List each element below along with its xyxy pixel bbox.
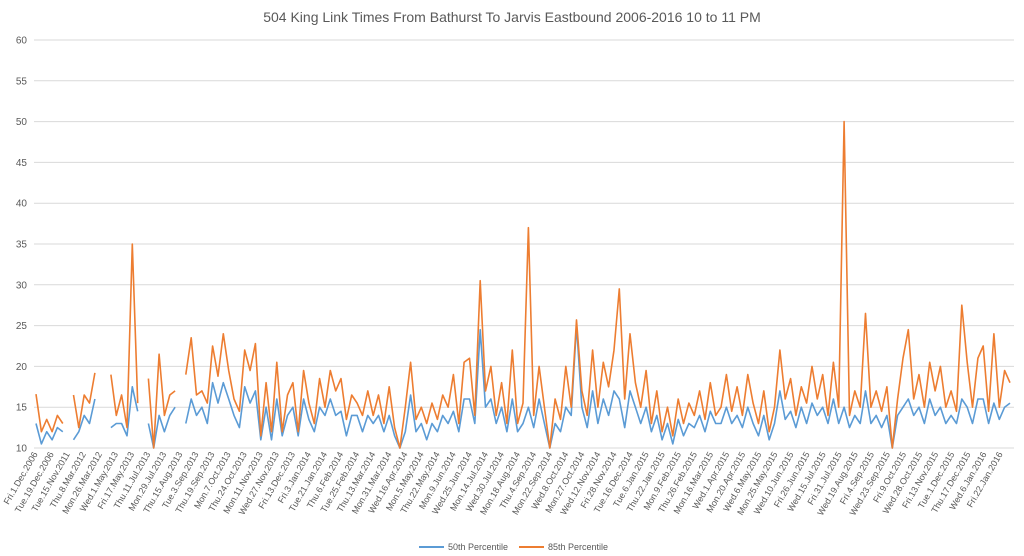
x-axis-tick-labels: Fri.1.Dec.2006Tue.19.Dec.2006Tue.15.Nov.… bbox=[2, 450, 1005, 517]
y-tick-label: 50 bbox=[16, 117, 28, 128]
y-tick-label: 20 bbox=[16, 362, 28, 373]
y-tick-label: 15 bbox=[16, 403, 28, 414]
legend-label-85th: 85th Percentile bbox=[548, 542, 608, 552]
series-50th-percentile bbox=[35, 324, 1011, 449]
y-tick-label: 45 bbox=[16, 158, 28, 169]
series-line bbox=[35, 120, 1011, 449]
legend-item-85th: 85th Percentile bbox=[519, 542, 608, 552]
y-axis-tick-labels: 10 15 20 25 30 35 40 45 50 55 60 bbox=[16, 36, 28, 455]
series-line bbox=[35, 324, 1011, 449]
y-tick-label: 55 bbox=[16, 76, 28, 87]
y-tick-label: 10 bbox=[16, 444, 28, 455]
series-lines bbox=[35, 120, 1011, 449]
series-85th-percentile bbox=[35, 120, 1011, 449]
legend-item-50th: 50th Percentile bbox=[419, 542, 508, 552]
y-tick-label: 25 bbox=[16, 321, 28, 332]
y-tick-label: 40 bbox=[16, 199, 28, 210]
gridlines bbox=[34, 39, 1014, 449]
y-tick-label: 30 bbox=[16, 280, 28, 291]
legend: 50th Percentile 85th Percentile bbox=[419, 542, 608, 552]
chart-title: 504 King Link Times From Bathurst To Jar… bbox=[263, 9, 761, 25]
y-tick-label: 35 bbox=[16, 240, 28, 251]
legend-label-50th: 50th Percentile bbox=[448, 542, 508, 552]
y-tick-label: 60 bbox=[16, 36, 28, 47]
